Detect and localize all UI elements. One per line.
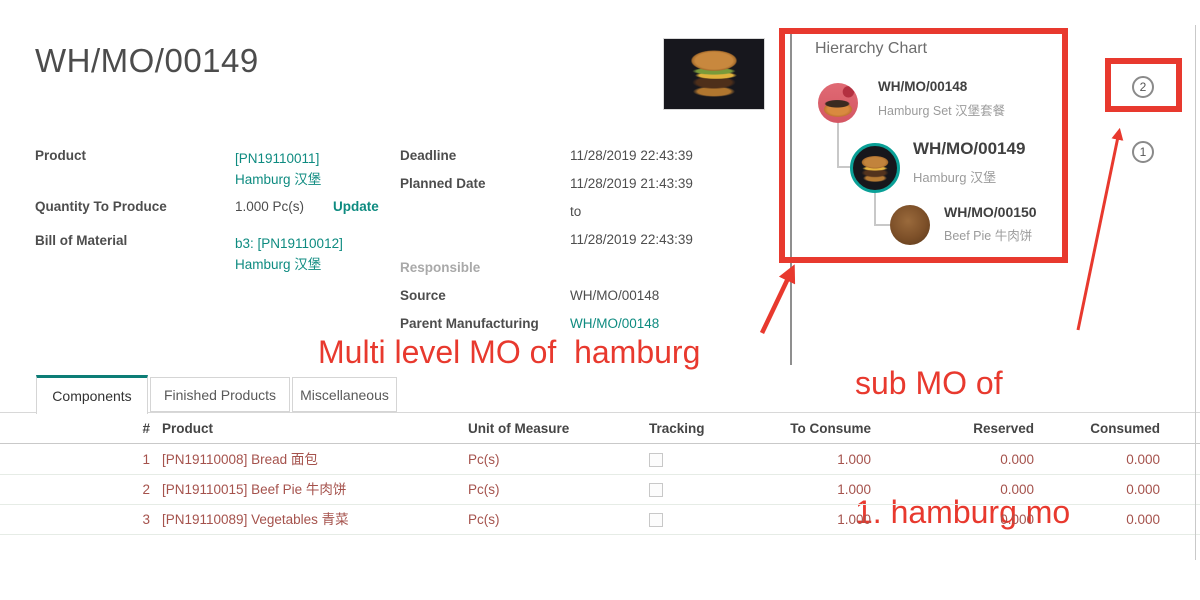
deadline-value: 11/28/2019 22:43:39 [570,148,693,163]
row-uom: Pc(s) [468,452,500,467]
bom-link[interactable]: b3: [PN19110012] Hamburg 汉堡 [235,233,343,275]
row-number: 1 [142,452,150,467]
row-uom: Pc(s) [468,482,500,497]
hamburg-set-avatar[interactable] [818,83,858,123]
source-value: WH/MO/00148 [570,288,660,303]
quantity-value: 1.000 Pc(s) [235,199,305,214]
components-table-header: # Product Unit of Measure Tracking To Co… [0,414,1200,444]
column-header-uom[interactable]: Unit of Measure [468,421,570,436]
row-product[interactable]: [PN19110008] Bread 面包 [162,452,318,467]
hierarchy-connector [837,123,850,168]
tab-components[interactable]: Components [36,375,148,414]
scrollbar[interactable] [1195,25,1196,560]
hierarchy-node-ref[interactable]: WH/MO/00148 [878,79,968,94]
planned-end-value: 11/28/2019 22:43:39 [570,232,693,247]
circled-number-1: 1 [1132,141,1154,163]
parent-mo-label: Parent Manufacturing [400,316,539,331]
hierarchy-node-ref[interactable]: WH/MO/00150 [944,204,1037,220]
row-uom: Pc(s) [468,512,500,527]
source-label: Source [400,288,446,303]
column-header-consumed[interactable]: Consumed [1090,421,1160,436]
hierarchy-node-name: Hamburg Set 汉堡套餐 [878,104,1006,118]
bom-code[interactable]: b3: [PN19110012] [235,236,343,251]
product-link[interactable]: [PN19110011] Hamburg 汉堡 [235,148,321,190]
badge-highlight-box [1105,58,1182,112]
planned-date-label: Planned Date [400,176,486,191]
row-reserved: 0.000 [1000,452,1034,467]
tracking-checkbox[interactable] [649,513,663,527]
column-header-reserved[interactable]: Reserved [973,421,1034,436]
column-header-num[interactable]: # [142,421,150,436]
arrow-to-hierarchy [759,264,796,334]
annotation-sub-mo-line: 1. hamburg mo [855,494,1071,530]
arrow-to-badge [1076,127,1124,331]
tracking-checkbox[interactable] [649,483,663,497]
row-number: 3 [142,512,150,527]
row-to-consume: 1.000 [837,512,871,527]
hierarchy-node-name: Beef Pie 牛肉饼 [944,229,1033,243]
panel-separator [790,30,792,365]
product-photo [663,38,765,110]
bom-label: Bill of Material [35,233,128,248]
tab-miscellaneous[interactable]: Miscellaneous [292,377,397,412]
hierarchy-chart-title: Hierarchy Chart [815,40,928,57]
beef-pie-avatar[interactable] [890,205,930,245]
annotation-sub-mo-line: sub MO of [855,365,1003,401]
table-row[interactable]: 2 [PN19110015] Beef Pie 牛肉饼 Pc(s) 1.000 … [0,475,1200,505]
quantity-label: Quantity To Produce [35,199,167,214]
column-header-to-consume[interactable]: To Consume [790,421,871,436]
row-consumed: 0.000 [1126,482,1160,497]
hierarchy-node-ref-current[interactable]: WH/MO/00149 [913,139,1026,158]
hierarchy-connector [874,193,890,226]
row-number: 2 [142,482,150,497]
column-header-tracking[interactable]: Tracking [649,421,705,436]
tab-finished-products[interactable]: Finished Products [150,377,290,412]
row-to-consume: 1.000 [837,482,871,497]
page-title: WH/MO/00149 [35,42,259,79]
row-reserved: 0.000 [1000,482,1034,497]
product-label: Product [35,148,87,163]
annotation-multi-level: Multi level MO of hamburg [318,334,701,370]
row-product[interactable]: [PN19110015] Beef Pie 牛肉饼 [162,482,347,497]
row-product[interactable]: [PN19110089] Vegetables 青菜 [162,512,349,527]
hamburg-avatar-current[interactable] [850,143,900,193]
parent-mo-link[interactable]: WH/MO/00148 [570,316,660,331]
hierarchy-node-name-current: Hamburg 汉堡 [913,170,997,185]
annotation-sub-mo: sub MO of 1. hamburg mo 2. beef pie [855,276,1070,600]
planned-start-value: 11/28/2019 21:43:39 [570,176,693,191]
update-button[interactable]: Update [333,199,379,214]
bom-name[interactable]: Hamburg 汉堡 [235,257,322,272]
tabbar-divider [0,412,1200,413]
column-header-product[interactable]: Product [162,421,214,436]
hierarchy-highlight-box [779,28,1068,263]
row-to-consume: 1.000 [837,452,871,467]
row-reserved: 0.000 [1000,512,1034,527]
product-name[interactable]: Hamburg 汉堡 [235,172,322,187]
circled-number-2: 2 [1132,76,1154,98]
tracking-checkbox[interactable] [649,453,663,467]
row-consumed: 0.000 [1126,452,1160,467]
product-code[interactable]: [PN19110011] [235,151,320,166]
table-row[interactable]: 3 [PN19110089] Vegetables 青菜 Pc(s) 1.000… [0,505,1200,535]
row-consumed: 0.000 [1126,512,1160,527]
table-row[interactable]: 1 [PN19110008] Bread 面包 Pc(s) 1.000 0.00… [0,445,1200,475]
responsible-label: Responsible [400,260,481,275]
planned-to-word: to [570,204,582,219]
deadline-label: Deadline [400,148,457,163]
